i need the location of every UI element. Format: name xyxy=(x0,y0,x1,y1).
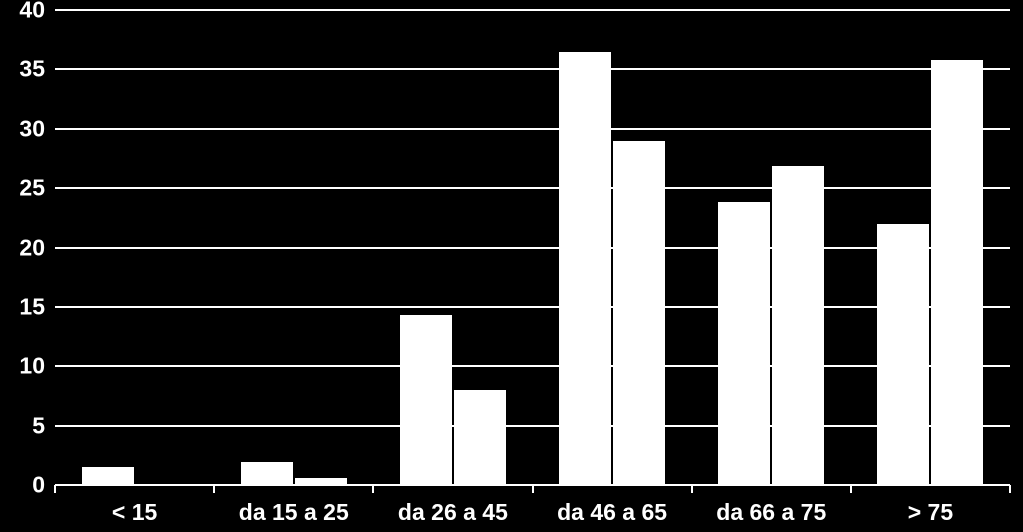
bar xyxy=(400,315,452,485)
age-distribution-bar-chart: 0 5 10 15 20 25 30 35 40 < 15 da 15 a 25 da 26 a 4… xyxy=(0,0,1023,532)
y-tick-label: 5 xyxy=(0,412,45,439)
x-tick-label: da 66 a 75 xyxy=(716,499,826,526)
bar xyxy=(877,224,929,485)
y-tick-label: 15 xyxy=(0,293,45,320)
y-tick-label: 25 xyxy=(0,175,45,202)
bar xyxy=(241,462,293,485)
gridline xyxy=(55,425,1010,427)
gridline xyxy=(55,365,1010,367)
x-tick-label: > 75 xyxy=(908,499,953,526)
x-tick-mark xyxy=(54,485,56,493)
plot-area xyxy=(55,10,1010,485)
y-tick-label: 10 xyxy=(0,353,45,380)
gridline xyxy=(55,128,1010,130)
x-tick-label: < 15 xyxy=(112,499,157,526)
bar xyxy=(931,60,983,485)
bar xyxy=(295,478,347,485)
bar xyxy=(613,141,665,485)
x-tick-label: da 15 a 25 xyxy=(239,499,349,526)
y-tick-label: 40 xyxy=(0,0,45,24)
y-tick-label: 20 xyxy=(0,234,45,261)
x-tick-mark xyxy=(532,485,534,493)
gridline xyxy=(55,9,1010,11)
x-tick-label: da 26 a 45 xyxy=(398,499,508,526)
gridline xyxy=(55,187,1010,189)
bar xyxy=(772,166,824,485)
gridline xyxy=(55,306,1010,308)
gridline xyxy=(55,247,1010,249)
x-tick-mark xyxy=(1009,485,1011,493)
bar xyxy=(718,202,770,485)
y-tick-label: 35 xyxy=(0,56,45,83)
x-tick-mark xyxy=(213,485,215,493)
bar xyxy=(82,467,134,485)
bar xyxy=(454,390,506,485)
y-tick-label: 0 xyxy=(0,472,45,499)
x-tick-mark xyxy=(691,485,693,493)
y-tick-label: 30 xyxy=(0,115,45,142)
bar xyxy=(559,52,611,485)
x-tick-label: da 46 a 65 xyxy=(557,499,667,526)
x-tick-mark xyxy=(372,485,374,493)
gridline xyxy=(55,68,1010,70)
x-tick-mark xyxy=(850,485,852,493)
